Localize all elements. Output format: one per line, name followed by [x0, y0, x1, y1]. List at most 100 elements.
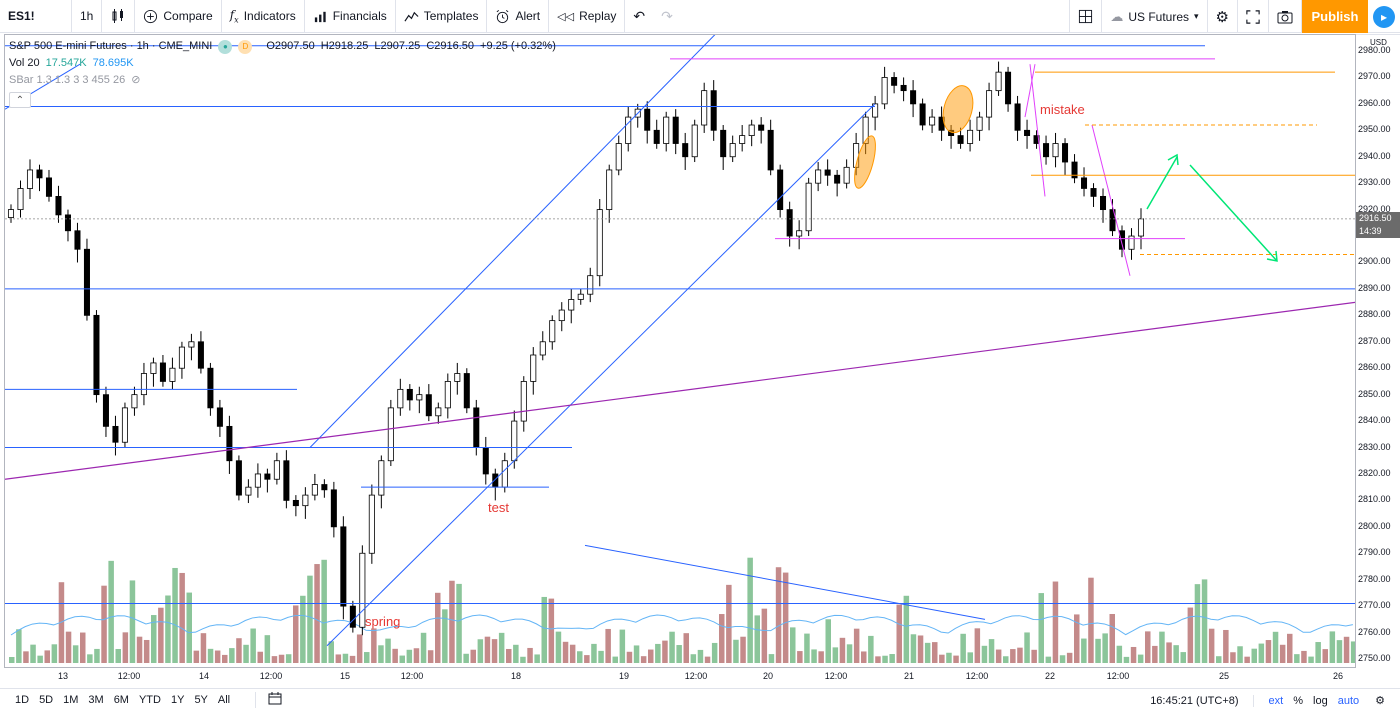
volume-bar [555, 631, 562, 663]
time-tick-label: 14 [198, 671, 210, 681]
volume-bar [87, 654, 93, 663]
candle-body [1024, 129, 1031, 136]
volume-ma-line [10, 614, 1353, 636]
magenta-line [1091, 124, 1131, 276]
range-button-1d[interactable]: 1D [15, 694, 30, 706]
camera-icon [1277, 10, 1293, 23]
screenshot-button[interactable] [1269, 0, 1302, 33]
sbar-indicator-label[interactable]: SBar 1.3 1.3 3 3 455 26 [9, 74, 126, 86]
volume-bar [726, 584, 732, 663]
high-value: H2918.25 [320, 40, 369, 52]
volume-bars [9, 557, 1355, 663]
publish-button[interactable]: Publish [1302, 0, 1368, 33]
chart-pane[interactable] [4, 34, 1356, 668]
candle-body [482, 447, 489, 475]
interval-button[interactable]: 1h [72, 0, 103, 33]
volume-bar [321, 559, 327, 663]
range-button-5y[interactable]: 5Y [194, 694, 208, 706]
candle-body [416, 394, 423, 401]
log-toggle[interactable]: log [1313, 694, 1328, 707]
volume-bar [44, 650, 50, 663]
candle-body [710, 90, 717, 131]
range-button-all[interactable]: All [217, 694, 231, 706]
candle-body [473, 407, 480, 448]
candle-body [1081, 177, 1088, 189]
candle-body [720, 129, 727, 158]
volume-indicator-label[interactable]: Vol 20 [9, 57, 40, 69]
alert-button[interactable]: Alert [487, 0, 550, 33]
price-axis[interactable]: USD 2980.00 2970.00 2960.00 2950.00 2940.00 29… [1356, 34, 1400, 668]
cloud-icon: ☁ [1110, 8, 1124, 24]
volume-bar [420, 632, 427, 663]
volume-bar [378, 645, 384, 663]
candle-body [777, 169, 784, 211]
indicators-button[interactable]: fx Indicators [222, 0, 305, 33]
volume-bar [285, 654, 292, 663]
candle-body [435, 407, 442, 417]
undo-button[interactable]: ↶ [625, 0, 653, 33]
candle-body [302, 494, 309, 507]
market-dropdown[interactable]: ☁ US Futures ▾ [1102, 0, 1208, 33]
volume-bar [875, 656, 881, 663]
eye-hidden-icon[interactable]: ⊘ [131, 74, 141, 86]
percent-toggle[interactable]: % [1293, 694, 1304, 707]
settings-button[interactable]: ⚙ [1208, 0, 1238, 33]
volume-bar [1123, 656, 1130, 663]
candle-body [625, 116, 632, 144]
candle-body [340, 526, 347, 607]
candle-body [17, 188, 24, 211]
chevron-up-icon: ⌃ [15, 94, 25, 106]
volume-bar [832, 647, 839, 663]
symbol-search[interactable]: ES1! [0, 0, 72, 33]
side-panel-button[interactable]: ▸ [1368, 0, 1400, 33]
time-tick-label: 19 [618, 671, 630, 681]
volume-bar [690, 654, 697, 663]
volume-bar [207, 648, 214, 663]
price-tick-label: 2820.00 [1358, 467, 1391, 478]
goto-date-button[interactable] [255, 692, 282, 708]
candle-body [1005, 71, 1012, 105]
replay-button[interactable]: ◁◁ Replay [549, 0, 626, 33]
volume-bar [740, 636, 746, 663]
candle-body [815, 169, 822, 184]
volume-bar [1208, 628, 1215, 663]
volume-bar [1088, 577, 1094, 663]
range-button-3m[interactable]: 3M [88, 694, 104, 706]
collapse-legend-button[interactable]: ⌃ [9, 92, 31, 108]
candle-body [701, 90, 708, 126]
volume-bar [179, 572, 185, 663]
candle-body [919, 103, 926, 126]
range-button-ytd[interactable]: YTD [138, 694, 161, 706]
layout-button[interactable] [1069, 0, 1103, 33]
candle-body [1128, 235, 1135, 250]
redo-button[interactable]: ↷ [653, 0, 681, 33]
volume-bar [1173, 645, 1179, 663]
alert-label: Alert [515, 9, 541, 23]
axis-settings-button[interactable]: ⚙ [1370, 694, 1390, 707]
time-axis[interactable]: 13 12:00 14 12:00 15 12:00 18 19 12:00 20 12:00 21 1… [4, 668, 1356, 688]
range-button-1m[interactable]: 1M [63, 694, 79, 706]
ext-toggle[interactable]: ext [1268, 694, 1284, 707]
range-button-5d[interactable]: 5D [39, 694, 54, 706]
candle-body [159, 362, 166, 382]
auto-toggle[interactable]: auto [1337, 694, 1360, 707]
financials-button[interactable]: Financials [305, 0, 396, 33]
candle-body [254, 473, 261, 488]
price-tick-label: 2970.00 [1358, 71, 1391, 82]
range-button-6m[interactable]: 6M [113, 694, 129, 706]
compare-button[interactable]: Compare [135, 0, 222, 33]
price-chart[interactable] [5, 35, 1356, 668]
range-button-1y[interactable]: 1Y [170, 694, 185, 706]
volume-bar [917, 635, 924, 663]
volume-bar [250, 628, 256, 663]
volume-bar [23, 651, 29, 663]
templates-button[interactable]: Templates [396, 0, 488, 33]
candle-body [729, 143, 736, 158]
time-tick-label: 12:00 [684, 671, 708, 681]
fullscreen-button[interactable] [1238, 0, 1269, 33]
candle-body [1062, 143, 1069, 163]
clock[interactable]: 16:45:21 (UTC+8) [1145, 694, 1254, 707]
volume-bar [619, 629, 626, 663]
volume-bar [790, 627, 796, 663]
chart-type-button[interactable] [102, 0, 136, 33]
